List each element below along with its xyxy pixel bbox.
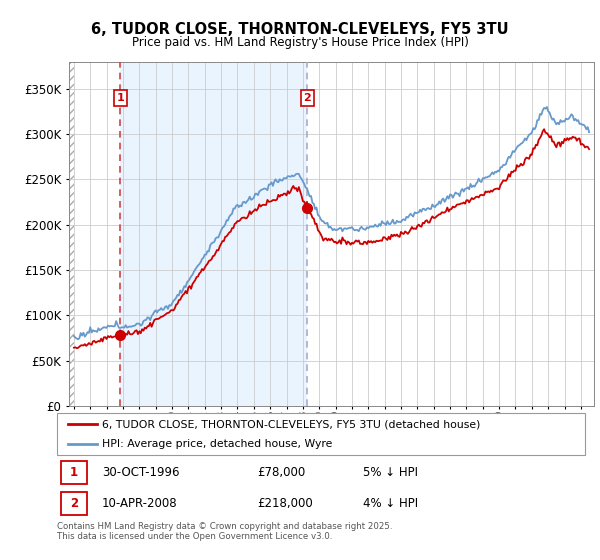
Text: £218,000: £218,000 xyxy=(257,497,313,510)
Text: 4% ↓ HPI: 4% ↓ HPI xyxy=(363,497,418,510)
FancyBboxPatch shape xyxy=(61,460,86,483)
Text: 6, TUDOR CLOSE, THORNTON-CLEVELEYS, FY5 3TU: 6, TUDOR CLOSE, THORNTON-CLEVELEYS, FY5 … xyxy=(91,22,509,38)
Text: HPI: Average price, detached house, Wyre: HPI: Average price, detached house, Wyre xyxy=(102,439,332,449)
Text: £78,000: £78,000 xyxy=(257,465,306,479)
FancyBboxPatch shape xyxy=(57,413,585,455)
Bar xyxy=(120,62,307,406)
Text: 30-OCT-1996: 30-OCT-1996 xyxy=(102,465,179,479)
Text: 2: 2 xyxy=(70,497,78,510)
Bar xyxy=(69,62,74,406)
FancyBboxPatch shape xyxy=(61,492,86,515)
Text: 6, TUDOR CLOSE, THORNTON-CLEVELEYS, FY5 3TU (detached house): 6, TUDOR CLOSE, THORNTON-CLEVELEYS, FY5 … xyxy=(102,419,480,430)
Text: 5% ↓ HPI: 5% ↓ HPI xyxy=(363,465,418,479)
Text: 1: 1 xyxy=(116,93,124,103)
Text: Contains HM Land Registry data © Crown copyright and database right 2025.
This d: Contains HM Land Registry data © Crown c… xyxy=(57,522,392,542)
Text: 1: 1 xyxy=(70,465,78,479)
Text: Price paid vs. HM Land Registry's House Price Index (HPI): Price paid vs. HM Land Registry's House … xyxy=(131,36,469,49)
Text: 10-APR-2008: 10-APR-2008 xyxy=(102,497,178,510)
Text: 2: 2 xyxy=(304,93,311,103)
